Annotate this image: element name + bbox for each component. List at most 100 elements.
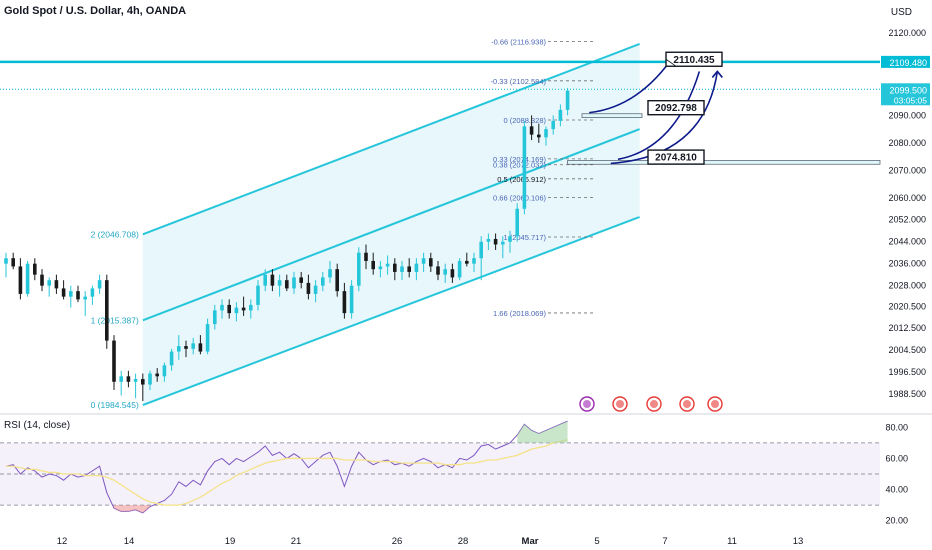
event-dot — [683, 400, 691, 408]
candle-body — [429, 258, 433, 267]
price-axis-tick: 2004.500 — [888, 345, 926, 355]
time-axis-tick: 19 — [225, 536, 236, 547]
candle-body — [133, 379, 138, 382]
candle-body — [393, 263, 397, 272]
time-axis-tick: 11 — [727, 536, 737, 547]
price-axis-tick: 2120.000 — [888, 28, 926, 38]
candle-body — [407, 266, 411, 272]
channel-middle-line — [142, 128, 640, 322]
rsi-title: RSI (14, close) — [4, 420, 71, 431]
price-axis-tick: 2044.000 — [888, 237, 926, 247]
fib-right-label: 0.66 (2060.106) — [493, 193, 546, 202]
candle-body — [4, 258, 8, 264]
time-axis-tick: 21 — [291, 536, 302, 547]
price-tag — [881, 55, 930, 68]
candle-body — [479, 241, 483, 259]
projection-arrow-2 — [617, 71, 701, 161]
candle-body — [61, 288, 66, 297]
candle-body — [112, 340, 116, 382]
candle-body — [565, 90, 570, 110]
candle-body — [493, 238, 498, 245]
candle-body — [421, 258, 426, 264]
candle-body — [234, 307, 239, 314]
candle-body — [184, 346, 188, 349]
candle-body — [25, 263, 30, 294]
fib-right-label: 1.66 (2018.069) — [493, 309, 546, 318]
candle-body — [400, 266, 404, 272]
candle-body — [321, 277, 325, 286]
zone-box-lower — [567, 160, 881, 165]
candle-body — [508, 236, 512, 242]
channel-upper-line — [142, 43, 640, 236]
rsi-oversold-fill — [114, 505, 150, 513]
price-axis-tick: 1996.500 — [888, 367, 926, 377]
rsi-overbought-fill — [517, 421, 568, 443]
price-axis-tick: 2060.000 — [888, 193, 926, 203]
price-axis-tick: 2052.000 — [888, 215, 926, 225]
rsi-band-fill — [0, 442, 880, 506]
candle-body — [522, 126, 527, 209]
candle-body — [270, 274, 275, 286]
candle-body — [472, 258, 476, 264]
candle-body — [90, 288, 95, 297]
fib-right-label: 1 (2045.717) — [503, 233, 546, 242]
candle-body — [40, 274, 44, 286]
fib-right-label: 0.5 (2066.912) — [497, 175, 546, 184]
price-axis-tick: 2090.000 — [888, 110, 926, 120]
candle-body — [105, 280, 109, 341]
time-axis-tick: 5 — [594, 536, 599, 547]
rsi-series-ma — [6, 439, 568, 506]
candle-body — [141, 379, 145, 385]
candle-body — [544, 129, 548, 138]
time-axis-tick: Mar — [522, 536, 539, 547]
currency-label: USD — [890, 7, 912, 18]
candle-body — [169, 351, 174, 366]
fib-right-label: 0 (2088.328) — [503, 116, 546, 125]
price-axis-tick: 2036.000 — [888, 259, 926, 269]
candle-body — [385, 263, 390, 267]
event-dot — [583, 400, 591, 408]
candle-body — [486, 238, 491, 242]
candle-body — [263, 274, 267, 286]
candle-body — [313, 285, 318, 294]
candle-body — [328, 269, 332, 278]
candle-body — [537, 134, 541, 138]
event-dot — [711, 400, 719, 408]
candle-body — [241, 307, 246, 311]
candle-body — [119, 376, 123, 382]
candle-body — [450, 269, 455, 278]
candle-body — [148, 373, 152, 385]
fib-right-label: -0.33 (2102.584) — [491, 77, 547, 86]
candle-body — [436, 266, 440, 275]
candle-body — [220, 304, 224, 311]
candle-body — [457, 260, 462, 278]
candle-body — [76, 291, 80, 300]
fib-right-label: -0.66 (2116.938) — [491, 37, 546, 46]
fib-right-label: 0.38 (2072.032) — [493, 161, 546, 170]
candle-body — [465, 260, 469, 264]
arrow-head — [711, 70, 723, 78]
price-axis-tick: 2028.000 — [888, 281, 926, 291]
candle-body — [443, 269, 447, 275]
target-box-label: 2074.810 — [655, 153, 697, 164]
candle-body — [227, 304, 231, 314]
candle-body — [357, 252, 361, 286]
candle-body — [97, 280, 102, 289]
candle-body — [11, 258, 15, 267]
time-axis-tick: 7 — [662, 536, 667, 547]
fib-right-label: 0.33 (2074.169) — [493, 155, 546, 164]
candle-body — [378, 266, 383, 270]
target-box-label: 2092.798 — [655, 103, 697, 114]
target-box-label: 2110.435 — [673, 55, 715, 66]
target-box — [647, 99, 705, 116]
zone-box-upper — [581, 113, 643, 118]
price-tag-label: 2109.480 — [889, 58, 927, 68]
event-dot — [616, 400, 624, 408]
candle-body — [342, 291, 347, 314]
candle-body — [501, 241, 505, 245]
candle-body — [335, 269, 339, 292]
price-tag-label: 2099.500 — [889, 85, 927, 95]
candle-body — [162, 365, 167, 377]
price-axis-tick: 2020.500 — [888, 301, 926, 311]
